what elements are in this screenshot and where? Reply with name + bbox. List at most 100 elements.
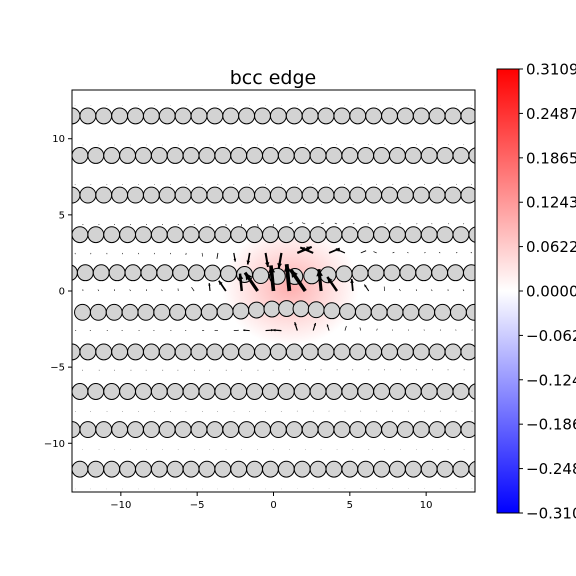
vector-arrowhead bbox=[245, 272, 252, 281]
atom-marker bbox=[357, 460, 375, 478]
atom-marker bbox=[254, 343, 271, 361]
atom-marker bbox=[323, 302, 341, 320]
atom-marker bbox=[373, 226, 391, 244]
atom-marker bbox=[248, 301, 265, 319]
atom-marker bbox=[79, 107, 97, 125]
x-tick-label: −10 bbox=[110, 500, 131, 511]
atom-marker bbox=[479, 265, 495, 281]
atom-marker bbox=[230, 147, 248, 164]
atom-marker bbox=[404, 460, 422, 478]
atom-marker bbox=[150, 383, 168, 400]
vector-arrow bbox=[352, 223, 355, 225]
atom-marker bbox=[87, 460, 105, 478]
vector-arrowhead bbox=[290, 269, 298, 278]
atom-marker bbox=[206, 421, 224, 439]
atom-marker bbox=[262, 383, 279, 400]
atom-marker bbox=[206, 343, 224, 361]
atom-marker bbox=[402, 303, 420, 321]
colorbar-tick-label: −0.248 bbox=[526, 460, 576, 478]
vector-arrow bbox=[272, 223, 274, 228]
atom-marker bbox=[87, 147, 105, 164]
atom-marker bbox=[365, 186, 383, 204]
atom-marker bbox=[301, 421, 319, 439]
y-tick-label: −5 bbox=[50, 363, 65, 374]
vector-arrowhead bbox=[272, 328, 276, 332]
atom-marker bbox=[285, 186, 303, 204]
atom-marker bbox=[111, 107, 129, 125]
vector-arrow bbox=[161, 289, 163, 292]
atom-marker bbox=[254, 186, 271, 204]
colorbar-tick-label: −0.310 bbox=[526, 505, 576, 523]
atom-marker bbox=[404, 383, 422, 400]
atom-marker bbox=[436, 147, 454, 164]
atom-marker bbox=[365, 107, 383, 125]
atom-marker bbox=[293, 226, 311, 244]
atom-marker bbox=[309, 226, 327, 244]
vector-arrow bbox=[201, 252, 203, 257]
atom-marker bbox=[92, 264, 110, 282]
atom-marker bbox=[341, 460, 359, 478]
atom-marker bbox=[142, 186, 160, 204]
x-tick-label: −5 bbox=[190, 500, 205, 511]
atom-marker bbox=[333, 186, 351, 204]
atom-marker bbox=[72, 264, 78, 281]
atom-marker bbox=[169, 303, 187, 321]
atom-marker bbox=[468, 460, 475, 478]
atom-marker bbox=[293, 460, 311, 478]
atom-marker bbox=[428, 421, 446, 439]
atom-marker bbox=[428, 343, 446, 361]
vector-arrow bbox=[321, 222, 325, 225]
atom-marker bbox=[166, 460, 184, 478]
atom-marker bbox=[214, 383, 232, 400]
atom-marker bbox=[232, 302, 250, 320]
atom-marker bbox=[198, 226, 216, 244]
atom-marker bbox=[269, 421, 287, 439]
atom-marker bbox=[367, 264, 385, 282]
atom-marker bbox=[142, 421, 160, 439]
atom-marker bbox=[182, 460, 200, 478]
atom-marker bbox=[412, 107, 430, 125]
atom-marker bbox=[206, 186, 224, 204]
atom-marker bbox=[285, 421, 303, 439]
atom-marker bbox=[135, 383, 152, 400]
vector-arrowhead bbox=[326, 324, 329, 327]
atom-marker bbox=[309, 383, 327, 400]
chart-title: bcc edge bbox=[230, 67, 317, 89]
atom-marker bbox=[190, 107, 208, 125]
atom-marker bbox=[341, 226, 359, 244]
atom-marker bbox=[238, 421, 256, 439]
atom-marker bbox=[76, 264, 94, 282]
atom-marker bbox=[140, 264, 158, 282]
atom-marker bbox=[269, 107, 287, 125]
atom-marker bbox=[373, 460, 391, 478]
atom-marker bbox=[262, 460, 279, 478]
atom-marker bbox=[79, 421, 97, 439]
atom-marker bbox=[150, 226, 168, 244]
atom-marker bbox=[190, 343, 208, 361]
atom-marker bbox=[216, 303, 234, 321]
atom-marker bbox=[158, 186, 176, 204]
atom-marker bbox=[428, 107, 446, 125]
atom-marker bbox=[222, 107, 240, 125]
atom-marker bbox=[317, 421, 335, 439]
atom-marker bbox=[103, 383, 121, 400]
vector-arrow bbox=[431, 289, 433, 292]
atom-marker bbox=[166, 383, 184, 400]
atom-marker bbox=[452, 383, 470, 400]
vector-arrow bbox=[359, 327, 362, 331]
colorbar-tick-label: 0.2487 bbox=[526, 105, 576, 123]
atom-marker bbox=[285, 343, 303, 361]
atom-marker bbox=[156, 264, 174, 282]
vector-arrow bbox=[334, 222, 338, 225]
atom-marker bbox=[137, 303, 155, 321]
atom-marker bbox=[420, 383, 438, 400]
atom-marker bbox=[277, 147, 295, 164]
y-axis: 10 5 0 −5 −10 bbox=[44, 134, 72, 450]
x-axis: −10 −5 0 5 10 bbox=[110, 492, 433, 511]
atom-marker bbox=[254, 107, 271, 125]
vector-arrowhead bbox=[270, 328, 274, 332]
atom-marker bbox=[119, 226, 137, 244]
atom-marker bbox=[325, 147, 343, 164]
vector-arrow bbox=[438, 252, 441, 254]
atom-marker bbox=[341, 383, 359, 400]
